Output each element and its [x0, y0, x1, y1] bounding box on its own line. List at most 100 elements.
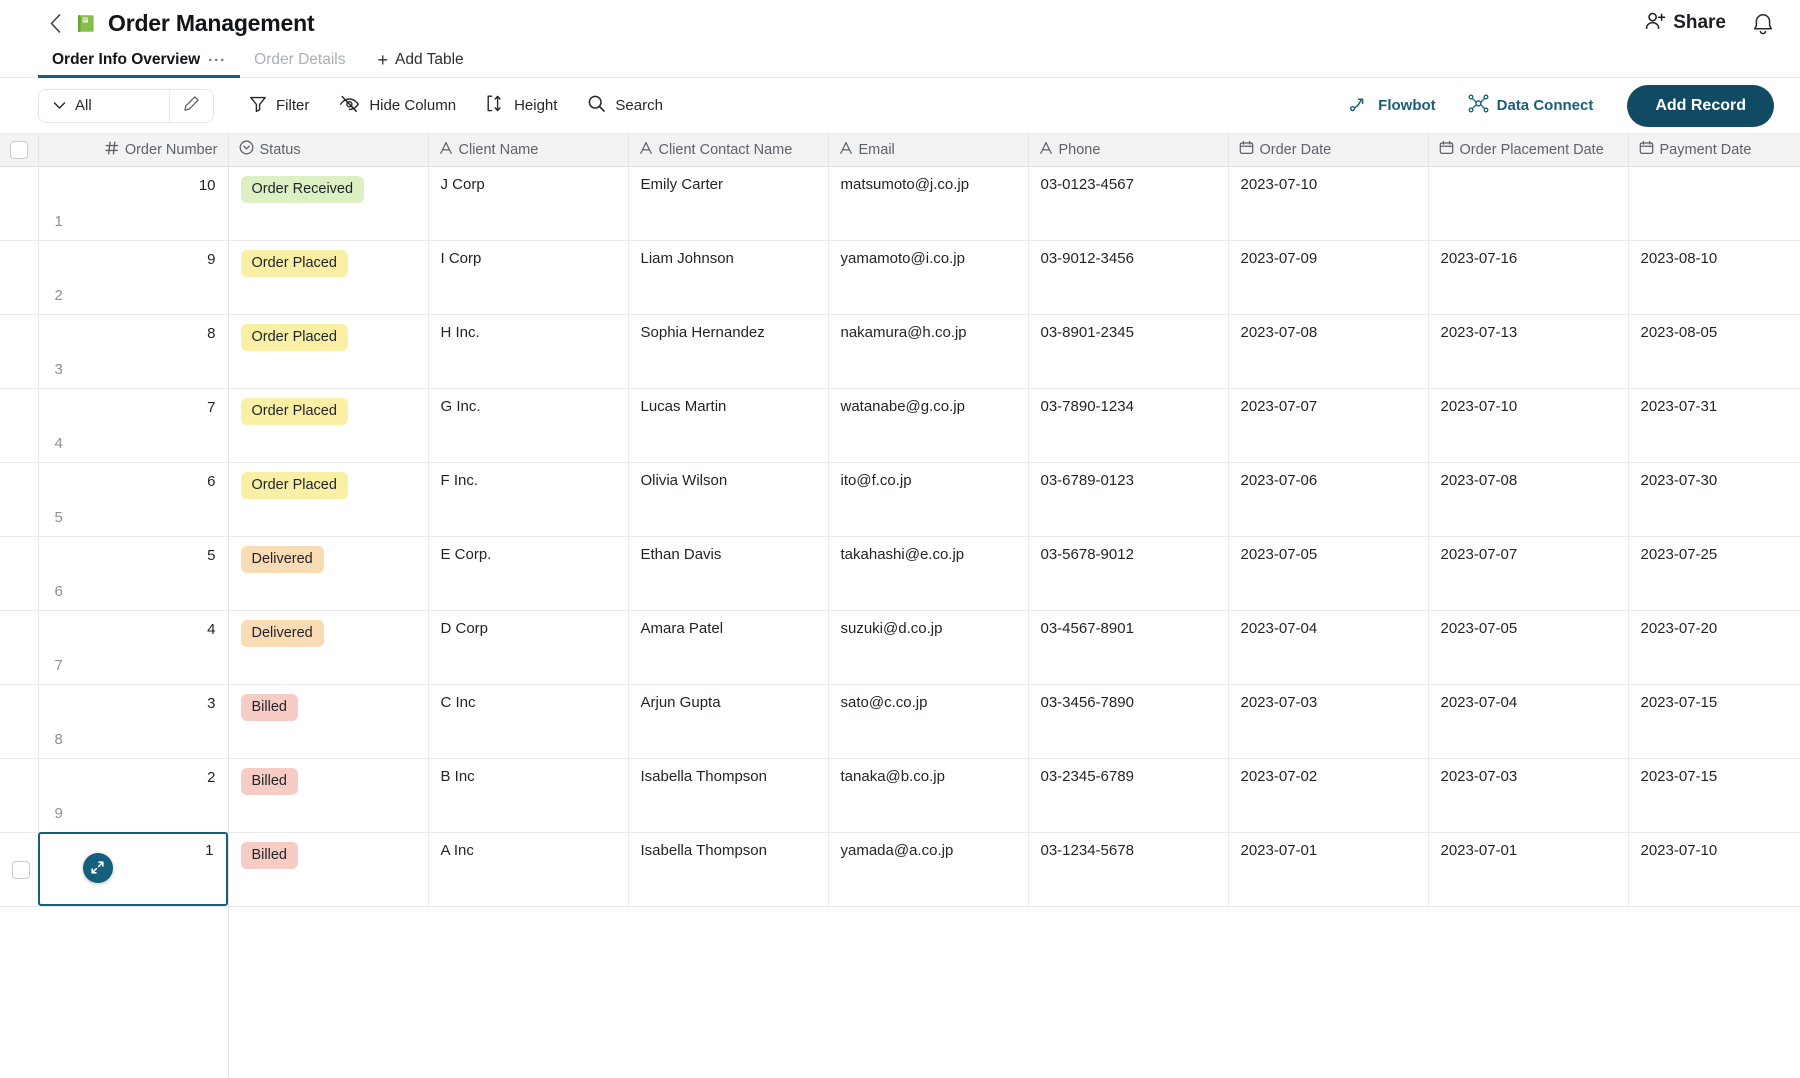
order-date-cell[interactable]: 2023-07-10: [1228, 166, 1429, 241]
row-select-cell[interactable]: [0, 832, 39, 907]
hide-column-button[interactable]: Hide Column: [324, 89, 471, 123]
add-record-button[interactable]: Add Record: [1627, 84, 1774, 127]
order-number-cell[interactable]: 1: [38, 832, 229, 907]
share-button[interactable]: Share: [1645, 11, 1726, 35]
client-contact-name-cell[interactable]: Olivia Wilson: [628, 462, 829, 537]
table-row[interactable]: 10 1 Order Received J Corp Emily Carter matsu…: [0, 166, 1800, 241]
status-cell[interactable]: Order Placed: [228, 240, 429, 315]
client-contact-name-cell[interactable]: Isabella Thompson: [628, 758, 829, 833]
table-row[interactable]: 5 6 Delivered E Corp. Ethan Davis takahashi@e…: [0, 536, 1800, 611]
order-placement-date-cell[interactable]: 2023-07-03: [1428, 758, 1629, 833]
column-header-email[interactable]: Email: [828, 134, 1029, 167]
client-name-cell[interactable]: C Inc: [428, 684, 629, 759]
payment-date-cell[interactable]: 2023-07-20: [1628, 610, 1800, 685]
email-cell[interactable]: tanaka@b.co.jp: [828, 758, 1029, 833]
phone-cell[interactable]: 03-0123-4567: [1028, 166, 1229, 241]
table-row[interactable]: 4 7 Delivered D Corp Amara Patel suzuki@d.co.…: [0, 610, 1800, 685]
table-row[interactable]: 2 9 Billed B Inc Isabella Thompson tanaka@b.c…: [0, 758, 1800, 833]
status-cell[interactable]: Billed: [228, 832, 429, 907]
order-placement-date-cell[interactable]: 2023-07-13: [1428, 314, 1629, 389]
phone-cell[interactable]: 03-8901-2345: [1028, 314, 1229, 389]
client-contact-name-cell[interactable]: Sophia Hernandez: [628, 314, 829, 389]
order-date-cell[interactable]: 2023-07-05: [1228, 536, 1429, 611]
phone-cell[interactable]: 03-3456-7890: [1028, 684, 1229, 759]
client-name-cell[interactable]: E Corp.: [428, 536, 629, 611]
order-placement-date-cell[interactable]: 2023-07-16: [1428, 240, 1629, 315]
status-cell[interactable]: Order Placed: [228, 462, 429, 537]
order-placement-date-cell[interactable]: [1428, 166, 1629, 241]
email-cell[interactable]: nakamura@h.co.jp: [828, 314, 1029, 389]
client-name-cell[interactable]: B Inc: [428, 758, 629, 833]
column-header-status[interactable]: Status: [228, 134, 429, 167]
data-grid[interactable]: Order Number Status: [0, 134, 1800, 1078]
search-button[interactable]: Search: [572, 89, 678, 123]
email-cell[interactable]: sato@c.co.jp: [828, 684, 1029, 759]
view-edit-button[interactable]: [169, 89, 213, 122]
phone-cell[interactable]: 03-4567-8901: [1028, 610, 1229, 685]
row-select-cell[interactable]: [0, 240, 39, 315]
email-cell[interactable]: suzuki@d.co.jp: [828, 610, 1029, 685]
order-placement-date-cell[interactable]: 2023-07-04: [1428, 684, 1629, 759]
select-all-header[interactable]: [0, 134, 39, 167]
phone-cell[interactable]: 03-9012-3456: [1028, 240, 1229, 315]
order-date-cell[interactable]: 2023-07-07: [1228, 388, 1429, 463]
client-contact-name-cell[interactable]: Isabella Thompson: [628, 832, 829, 907]
order-date-cell[interactable]: 2023-07-08: [1228, 314, 1429, 389]
view-selector-dropdown[interactable]: All: [39, 90, 169, 122]
order-number-cell[interactable]: 10 1: [38, 166, 229, 241]
table-row[interactable]: 6 5 Order Placed F Inc. Olivia Wilson ito@f.c…: [0, 462, 1800, 537]
table-row[interactable]: 8 3 Order Placed H Inc. Sophia Hernandez naka…: [0, 314, 1800, 389]
payment-date-cell[interactable]: 2023-07-31: [1628, 388, 1800, 463]
order-date-cell[interactable]: 2023-07-02: [1228, 758, 1429, 833]
data-connect-button[interactable]: Data Connect: [1456, 89, 1606, 123]
email-cell[interactable]: yamamoto@i.co.jp: [828, 240, 1029, 315]
phone-cell[interactable]: 03-5678-9012: [1028, 536, 1229, 611]
row-select-cell[interactable]: [0, 610, 39, 685]
table-row[interactable]: 3 8 Billed C Inc Arjun Gupta sato@c.co.jp 03-3…: [0, 684, 1800, 759]
tab-overflow-icon[interactable]: ···: [208, 51, 227, 69]
status-cell[interactable]: Order Received: [228, 166, 429, 241]
email-cell[interactable]: watanabe@g.co.jp: [828, 388, 1029, 463]
row-select-cell[interactable]: [0, 314, 39, 389]
row-select-cell[interactable]: [0, 388, 39, 463]
table-row[interactable]: 9 2 Order Placed I Corp Liam Johnson yamamoto…: [0, 240, 1800, 315]
filter-button[interactable]: Filter: [234, 89, 324, 123]
order-date-cell[interactable]: 2023-07-09: [1228, 240, 1429, 315]
column-header-order-date[interactable]: Order Date: [1228, 134, 1429, 167]
client-name-cell[interactable]: F Inc.: [428, 462, 629, 537]
phone-cell[interactable]: 03-7890-1234: [1028, 388, 1229, 463]
height-button[interactable]: Height: [471, 89, 572, 123]
flowbot-button[interactable]: Flowbot: [1338, 89, 1447, 123]
payment-date-cell[interactable]: [1628, 166, 1800, 241]
email-cell[interactable]: matsumoto@j.co.jp: [828, 166, 1029, 241]
payment-date-cell[interactable]: 2023-07-30: [1628, 462, 1800, 537]
order-placement-date-cell[interactable]: 2023-07-05: [1428, 610, 1629, 685]
client-contact-name-cell[interactable]: Liam Johnson: [628, 240, 829, 315]
order-placement-date-cell[interactable]: 2023-07-01: [1428, 832, 1629, 907]
status-cell[interactable]: Billed: [228, 684, 429, 759]
client-contact-name-cell[interactable]: Lucas Martin: [628, 388, 829, 463]
status-cell[interactable]: Order Placed: [228, 388, 429, 463]
notification-bell-icon[interactable]: [1752, 12, 1774, 35]
client-contact-name-cell[interactable]: Arjun Gupta: [628, 684, 829, 759]
order-placement-date-cell[interactable]: 2023-07-10: [1428, 388, 1629, 463]
status-cell[interactable]: Delivered: [228, 536, 429, 611]
payment-date-cell[interactable]: 2023-08-05: [1628, 314, 1800, 389]
tab-order-info-overview[interactable]: Order Info Overview ···: [38, 51, 241, 78]
order-date-cell[interactable]: 2023-07-04: [1228, 610, 1429, 685]
column-header-order-placement-date[interactable]: Order Placement Date: [1428, 134, 1629, 167]
order-placement-date-cell[interactable]: 2023-07-08: [1428, 462, 1629, 537]
payment-date-cell[interactable]: 2023-07-15: [1628, 758, 1800, 833]
client-name-cell[interactable]: D Corp: [428, 610, 629, 685]
payment-date-cell[interactable]: 2023-07-25: [1628, 536, 1800, 611]
payment-date-cell[interactable]: 2023-08-10: [1628, 240, 1800, 315]
column-header-client-contact-name[interactable]: Client Contact Name: [628, 134, 829, 167]
select-all-checkbox[interactable]: [10, 140, 28, 159]
client-name-cell[interactable]: G Inc.: [428, 388, 629, 463]
